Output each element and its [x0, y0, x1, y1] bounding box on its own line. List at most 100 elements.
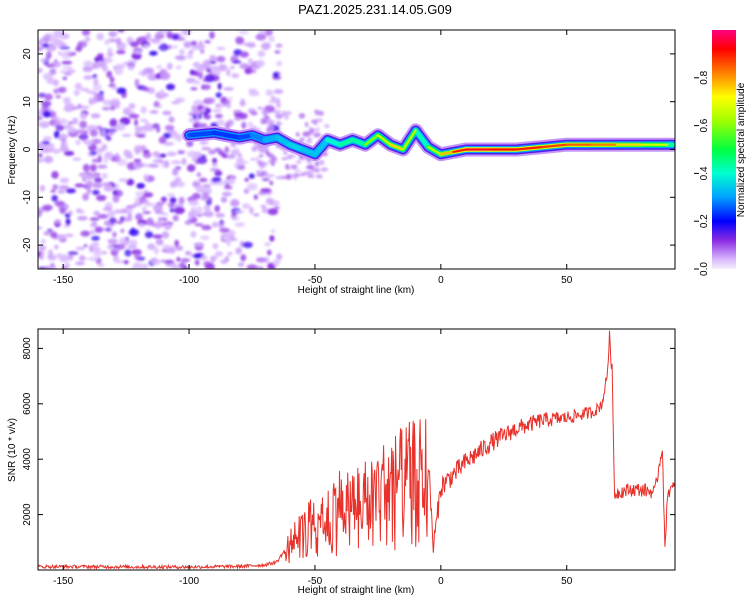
noise-speckle	[234, 148, 240, 156]
noise-speckle	[196, 172, 202, 178]
noise-speckle	[103, 184, 114, 192]
noise-speckle	[134, 119, 139, 127]
noise-speckle	[86, 187, 92, 195]
noise-speckle	[49, 231, 58, 238]
noise-speckle	[177, 150, 186, 155]
noise-speckle	[274, 206, 280, 210]
noise-speckle	[60, 33, 70, 40]
noise-speckle	[129, 41, 140, 47]
noise-speckle	[171, 101, 181, 105]
noise-speckle	[276, 120, 281, 127]
noise-speckle	[153, 246, 159, 255]
noise-speckle	[113, 259, 125, 264]
noise-speckle	[166, 62, 173, 70]
noise-speckle	[106, 245, 115, 250]
noise-speckle	[117, 30, 125, 33]
noise-speckle	[186, 53, 193, 60]
noise-speckle	[129, 239, 138, 248]
noise-speckle	[234, 210, 245, 214]
noise-speckle	[218, 224, 224, 230]
noise-speckle	[195, 185, 206, 192]
noise-speckle	[109, 217, 117, 225]
noise-speckle	[250, 111, 258, 116]
noise-speckle	[306, 159, 313, 164]
noise-speckle	[51, 195, 58, 202]
noise-speckle	[103, 220, 110, 226]
noise-speckle	[160, 196, 167, 202]
noise-speckle	[90, 113, 101, 119]
noise-speckle	[260, 204, 267, 209]
noise-speckle	[75, 45, 83, 52]
noise-speckle	[40, 238, 46, 245]
noise-speckle	[142, 207, 147, 211]
noise-speckle	[127, 245, 137, 249]
noise-speckle	[164, 160, 170, 168]
y-tick-label: 6000	[22, 392, 33, 415]
noise-speckle	[190, 206, 197, 212]
colorbar-tick-label: 0.0	[699, 262, 710, 276]
noise-speckle	[247, 58, 253, 64]
noise-speckle	[38, 226, 43, 230]
noise-speckle	[114, 243, 126, 250]
noise-speckle	[140, 106, 147, 114]
noise-speckle	[38, 67, 43, 74]
noise-speckle	[122, 216, 133, 222]
noise-speckle	[255, 33, 267, 41]
noise-speckle	[320, 167, 329, 172]
noise-speckle	[266, 119, 275, 125]
noise-speckle	[268, 152, 273, 159]
noise-speckle	[174, 181, 186, 188]
noise-speckle	[196, 206, 203, 214]
noise-speckle	[318, 110, 324, 116]
noise-speckle	[43, 155, 54, 164]
ridge-core	[364, 134, 379, 146]
ridge-segment	[186, 130, 217, 138]
noise-speckle	[188, 210, 199, 218]
noise-speckle	[89, 229, 96, 235]
noise-speckle	[200, 235, 210, 240]
colorbar-tick-label: 0.8	[699, 70, 710, 84]
noise-speckle	[80, 230, 91, 237]
noise-speckle	[107, 238, 118, 244]
noise-speckle	[96, 125, 103, 130]
noise-speckle	[55, 124, 65, 131]
noise-speckle	[324, 124, 330, 128]
noise-speckle	[197, 213, 202, 218]
noise-speckle	[95, 93, 102, 97]
noise-speckle	[93, 210, 100, 216]
noise-speckle	[68, 210, 73, 215]
noise-speckle	[296, 159, 302, 165]
noise-speckle	[264, 171, 268, 177]
noise-speckle	[128, 65, 134, 71]
noise-speckle	[101, 106, 111, 111]
noise-speckle	[41, 43, 50, 48]
noise-speckle	[43, 266, 51, 269]
ridge-segment	[312, 137, 330, 157]
noise-speckle	[216, 46, 226, 51]
noise-speckle	[143, 124, 153, 132]
noise-speckle	[235, 36, 245, 45]
noise-speckle	[161, 231, 170, 239]
noise-speckle	[153, 204, 163, 213]
noise-speckle	[164, 124, 175, 131]
noise-speckle	[205, 68, 212, 73]
noise-speckle	[163, 132, 172, 139]
noise-speckle	[260, 188, 272, 193]
noise-speckle	[147, 243, 156, 250]
noise-speckle	[52, 184, 59, 190]
noise-speckle	[162, 244, 171, 251]
noise-speckle	[291, 173, 296, 179]
noise-speckle	[90, 151, 97, 155]
colorbar: 0.0 0.2 0.4 0.6 0.8 Normalized spectral ampl…	[694, 30, 747, 276]
noise-speckle	[143, 149, 150, 155]
y-tick-label: -20	[22, 237, 33, 252]
noise-speckle	[86, 174, 97, 180]
noise-speckle	[103, 157, 108, 164]
noise-speckle	[114, 67, 124, 76]
noise-speckle	[115, 154, 120, 163]
noise-speckle	[42, 141, 50, 145]
noise-speckle	[203, 204, 211, 213]
noise-speckle	[118, 237, 127, 245]
noise-speckle	[79, 254, 85, 261]
noise-speckle	[201, 224, 212, 231]
